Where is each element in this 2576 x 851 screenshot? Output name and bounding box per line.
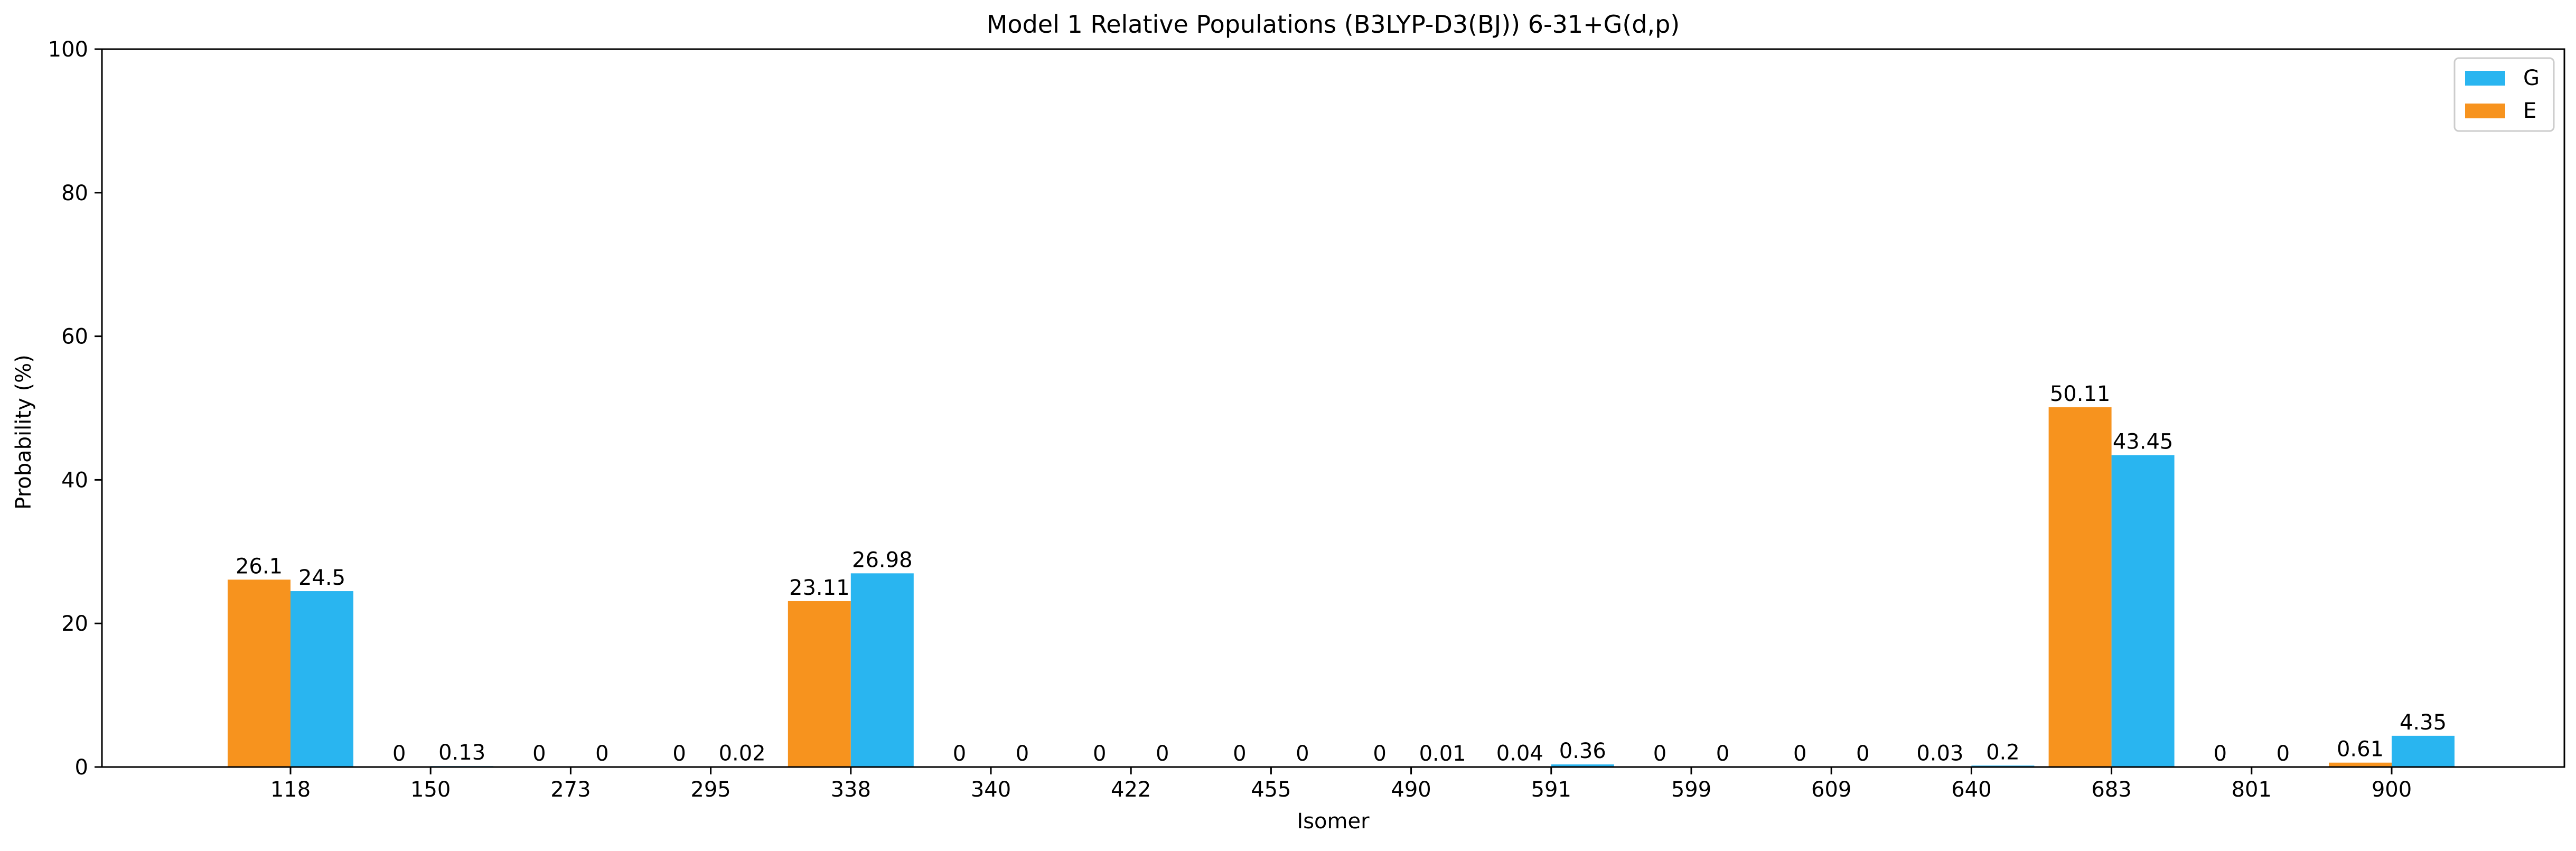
x-tick-label: 150 (410, 778, 451, 802)
y-axis: 0 20 40 60 80 100 (48, 38, 102, 780)
bar-E-683 (2048, 407, 2112, 767)
bar-value-label: 0 (532, 742, 546, 766)
legend: GE (2453, 57, 2555, 132)
bar-value-label: 0 (1716, 742, 1729, 766)
legend-swatch-G (2465, 71, 2505, 86)
bar-G-683 (2111, 455, 2175, 767)
x-tick-label: 591 (1531, 778, 1571, 802)
bar-value-label: 24.5 (298, 566, 345, 590)
y-tick-label: 20 (61, 612, 88, 636)
bar-value-label: 0.04 (1496, 741, 1543, 765)
x-tick-label: 338 (831, 778, 871, 802)
bar-value-label: 0.02 (719, 742, 766, 766)
bar-value-label: 0.36 (1559, 739, 1606, 763)
bar-value-label: 0.61 (2337, 737, 2384, 762)
bar-value-label: 0 (595, 742, 608, 766)
chart-title: Model 1 Relative Populations (B3LYP-D3(B… (987, 10, 1680, 39)
x-tick-label: 273 (550, 778, 591, 802)
bar-value-label: 0 (1156, 742, 1169, 766)
x-tick-label: 295 (690, 778, 730, 802)
bar-value-label: 0.01 (1419, 742, 1466, 766)
bar-E-900 (2329, 762, 2392, 767)
x-tick-label: 683 (2091, 778, 2131, 802)
plot-frame (101, 48, 2565, 768)
y-tick-label: 40 (61, 468, 88, 492)
x-tick-label: 640 (1951, 778, 1991, 802)
bar-G-118 (291, 591, 353, 767)
legend-swatch-E (2465, 104, 2505, 118)
bar-value-label: 0 (1856, 742, 1869, 766)
bar-G-591 (1551, 764, 1614, 767)
y-tick-label: 60 (61, 325, 88, 349)
bar-value-label: 0.2 (1986, 740, 2020, 764)
bar-value-label: 0.13 (438, 741, 485, 765)
legend-label-G: G (2523, 66, 2540, 90)
bar-E-118 (228, 579, 291, 767)
y-tick-label: 0 (75, 755, 88, 780)
x-tick-label: 490 (1391, 778, 1431, 802)
bar-value-label: 0 (1373, 742, 1386, 766)
y-axis-title: Probability (%) (12, 354, 36, 509)
bar-value-label: 26.1 (236, 554, 283, 578)
bar-value-label: 0 (2277, 742, 2290, 766)
x-tick-label: 340 (971, 778, 1011, 802)
bar-value-label: 0 (1093, 742, 1106, 766)
x-tick-label: 422 (1111, 778, 1151, 802)
bar-value-label: 0 (1653, 742, 1666, 766)
bar-value-label: 0 (1793, 742, 1806, 766)
bar-value-label: 0 (953, 742, 966, 766)
x-tick-label: 455 (1251, 778, 1291, 802)
bar-value-label: 50.11 (2050, 382, 2111, 406)
legend-label-E: E (2523, 99, 2536, 123)
bar-value-label: 26.98 (852, 548, 913, 572)
bar-value-label: 0 (1016, 742, 1029, 766)
bar-value-label: 23.11 (789, 576, 850, 600)
bar-value-label: 4.35 (2400, 710, 2447, 735)
bar-G-338 (850, 573, 914, 767)
bar-value-label: 0 (2214, 742, 2227, 766)
bar-value-label: 43.45 (2113, 430, 2174, 454)
bar-G-900 (2392, 735, 2455, 767)
x-tick-label: 609 (1811, 778, 1851, 802)
bar-value-label: 0 (1296, 742, 1309, 766)
y-tick-label: 80 (61, 181, 88, 205)
bar-E-338 (788, 601, 851, 767)
x-axis-title: Isomer (1297, 809, 1370, 834)
x-tick-label: 118 (270, 778, 311, 802)
x-tick-label: 801 (2232, 778, 2272, 802)
x-tick-label: 599 (1671, 778, 1711, 802)
x-axis: 118 150 273 295 338 340 422 455 490 591 599 609 640 6… (270, 767, 2412, 802)
bar-value-label: 0 (672, 742, 686, 766)
bar-value-label: 0 (1233, 742, 1246, 766)
bar-value-label: 0.03 (1916, 742, 1963, 766)
bar-value-label: 0 (392, 742, 406, 766)
y-tick-label: 100 (48, 38, 88, 62)
x-tick-label: 900 (2372, 778, 2412, 802)
